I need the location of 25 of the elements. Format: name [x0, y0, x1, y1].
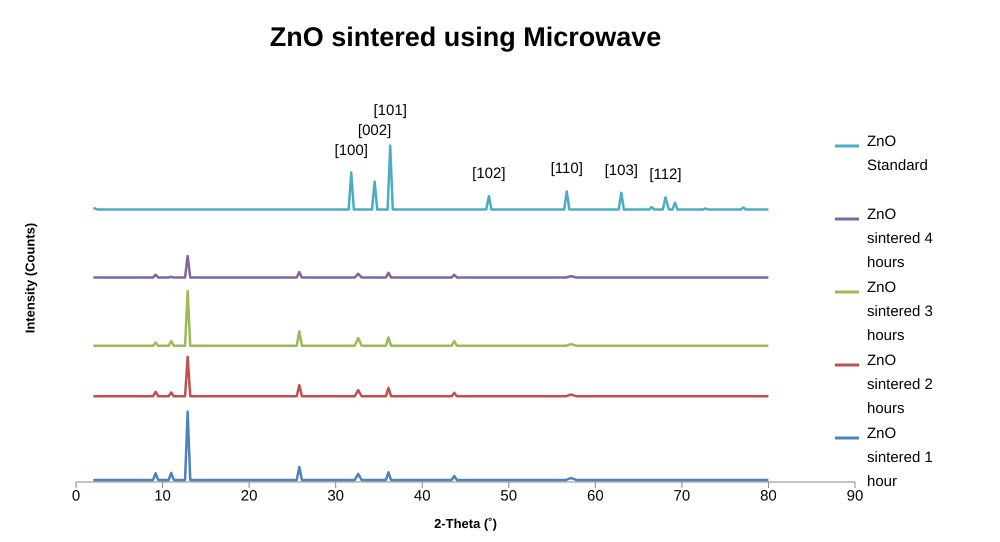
- annotation: [102]: [471, 165, 507, 184]
- x-tick-label: 80: [760, 488, 777, 505]
- legend-label: ZnO sintered 1 hour: [867, 424, 934, 492]
- x-axis-title: 2-Theta (˚): [433, 516, 498, 531]
- annotation: [002]: [356, 122, 392, 140]
- x-tick-label: 10: [154, 488, 171, 505]
- x-tick-label: 40: [414, 488, 431, 505]
- x-tick-label: 0: [72, 488, 80, 505]
- x-tick-label: 50: [500, 488, 518, 505]
- annotation: [112]: [649, 166, 682, 184]
- annotation: [101]: [372, 102, 408, 120]
- x-tick-label: 30: [327, 488, 344, 505]
- y-axis-title: Intensity (Counts): [22, 222, 38, 334]
- x-tick-label: 70: [674, 488, 690, 505]
- chart-title: ZnO sintered using Microwave: [268, 22, 662, 53]
- annotation: [100]: [334, 142, 369, 160]
- x-tick-label: 20: [240, 488, 258, 505]
- legend-label: ZnO sintered 2 hours: [867, 351, 934, 419]
- annotation: [103]: [604, 162, 639, 180]
- legend-label: ZnO sintered 4 hours: [867, 205, 934, 273]
- legend-label: ZnO Standard: [867, 132, 929, 176]
- x-tick-label: 60: [586, 488, 604, 505]
- legend-label: ZnO sintered 3 hours: [867, 278, 934, 346]
- annotation: [110]: [550, 160, 584, 178]
- x-tick-label: 90: [846, 488, 864, 505]
